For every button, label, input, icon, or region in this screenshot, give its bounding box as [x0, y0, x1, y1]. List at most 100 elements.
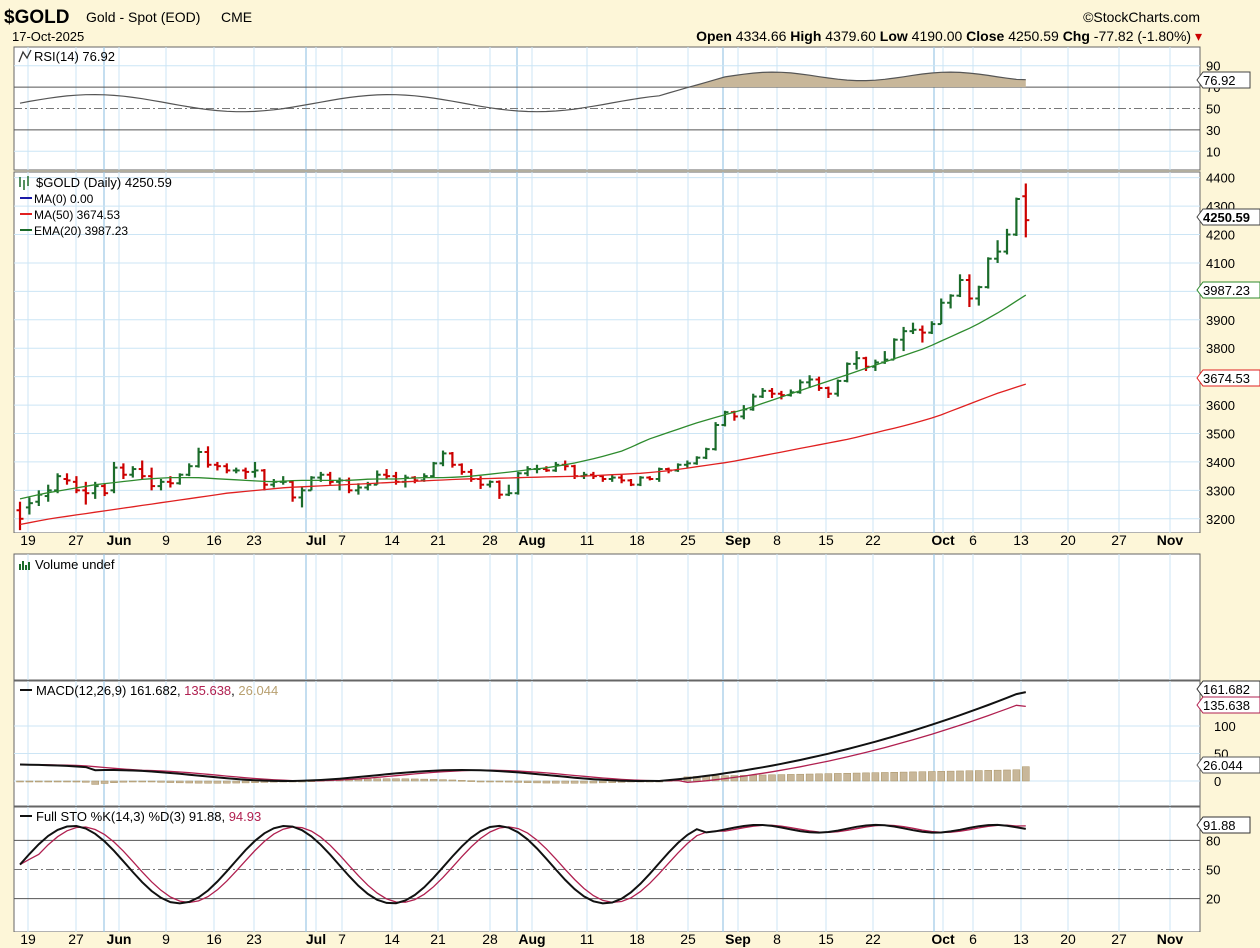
- macd-hist-bar: [881, 772, 889, 782]
- value-tags: 76.92 4250.59 3987.23 3674.53 161.682 13…: [1196, 71, 1260, 834]
- ohlc-bar: [54, 473, 62, 494]
- ohlc-bar: [759, 388, 767, 398]
- macd-hist-bar: [411, 778, 419, 782]
- macd-hist-bar: [185, 780, 193, 784]
- ohlc-bar: [138, 460, 146, 479]
- low-value: 4190.00: [912, 28, 963, 44]
- ema20-line: [19, 294, 1027, 500]
- sto-legend: Full STO %K(14,3) %D(3) 91.88, 94.93: [36, 809, 261, 824]
- ohlc-bar: [683, 460, 691, 468]
- macd-hist-bar: [82, 780, 90, 783]
- price-tick-label: 3800: [1206, 341, 1235, 356]
- svg-text:135.638: 135.638: [1203, 698, 1250, 713]
- macd-hist-bar: [486, 780, 494, 783]
- sto-legend-text: Full STO %K(14,3) %D(3) 91.88, 94.93: [36, 809, 261, 824]
- rsi-legend: RSI(14) 76.92: [34, 49, 115, 64]
- macd-hist-bar: [35, 780, 43, 783]
- macd-hist-bar: [223, 780, 231, 784]
- ohlc-bar: [956, 274, 964, 298]
- macd-hist-bar: [533, 780, 541, 784]
- macd-tick-label: 0: [1214, 774, 1221, 789]
- macd-hist-bar: [975, 770, 983, 782]
- signal-last-tag: 135.638: [1196, 696, 1260, 714]
- macd-hist-bar: [890, 772, 898, 782]
- macd-hist-bar: [956, 770, 964, 782]
- macd-hist-bar: [570, 780, 579, 784]
- chart-date: 17-Oct-2025: [12, 29, 84, 44]
- x-axis-label: 27: [68, 931, 84, 947]
- symbol-title: $GOLD: [4, 7, 69, 28]
- x-axis-label: 27: [1111, 931, 1127, 947]
- x-axis-label: Jun: [107, 532, 132, 548]
- ohlc-bar: [289, 480, 297, 502]
- sto-last-tag: 91.88: [1196, 816, 1251, 834]
- macd-hist-bar: [768, 774, 776, 782]
- ohlc-bar: [777, 390, 785, 400]
- brand-logo: ©StockCharts.com: [1083, 9, 1200, 25]
- x-axis-label: 13: [1013, 931, 1029, 947]
- macd-hist-bar: [100, 780, 109, 784]
- macd-hist-bar: [420, 778, 428, 782]
- ohlc-bar: [204, 446, 212, 468]
- ohlc-bar: [495, 480, 503, 499]
- macd-hist-bar: [749, 774, 757, 782]
- x-axis-label: 15: [818, 532, 834, 548]
- macd-hist-bar: [899, 771, 908, 782]
- rsi-tick-label: 90: [1206, 59, 1220, 74]
- macd-hist-bar: [871, 772, 880, 782]
- vol-panel: [13, 553, 1201, 681]
- macd-hist-bar: [918, 771, 927, 782]
- price-tick-label: 3300: [1206, 483, 1235, 498]
- ohlc-bar: [195, 447, 203, 468]
- ohlc-bar: [646, 476, 654, 481]
- price-last-tag: 4250.59: [1196, 208, 1260, 226]
- macd-hist-bar: [796, 773, 804, 782]
- macd-hist-bar: [204, 780, 212, 784]
- volume-legend: Volume undef: [35, 557, 115, 572]
- x-axis-label: Oct: [931, 532, 955, 548]
- ohlc-bar: [608, 474, 616, 482]
- macd-legend: MACD(12,26,9) 161.682, 135.638, 26.044: [36, 683, 278, 698]
- low-label: Low: [880, 28, 908, 44]
- ohlc-bar: [853, 351, 861, 370]
- ohlc-bar: [712, 422, 720, 451]
- ohlc-bar: [119, 463, 127, 479]
- macd-hist-bar: [241, 780, 250, 784]
- macd-hist-bar: [561, 780, 569, 784]
- svg-text:4250.59: 4250.59: [1203, 210, 1250, 225]
- macd-hist-bar: [373, 778, 381, 782]
- x-axis-label: 23: [246, 931, 262, 947]
- macd-hist-bar: [439, 779, 447, 782]
- macd-hist-bar: [993, 769, 1002, 782]
- macd-hist-bar: [448, 779, 457, 782]
- macd-hist-bar: [787, 774, 795, 782]
- macd-hist-bar: [72, 780, 81, 783]
- ohlc-summary: Open 4334.66 High 4379.60 Low 4190.00 Cl…: [696, 28, 1202, 44]
- x-axis-label: 20: [1060, 931, 1076, 947]
- price-tick-label: 3500: [1206, 427, 1235, 442]
- ohlc-bar: [599, 474, 607, 482]
- macd-hist-bar: [777, 774, 786, 782]
- rsi-tick-label: 30: [1206, 123, 1220, 138]
- macd-hist-bar: [505, 780, 513, 783]
- ohlc-bar: [439, 450, 447, 467]
- x-axis-label: 21: [430, 931, 446, 947]
- ohlc-bar: [176, 473, 184, 485]
- x-axis-label: 7: [338, 931, 346, 947]
- x-axis-label: 8: [773, 931, 781, 947]
- macd-hist-bar: [523, 780, 532, 783]
- macd-hist-bar: [129, 780, 137, 783]
- ohlc-bar: [326, 471, 334, 485]
- macd-tick-label: 100: [1214, 719, 1236, 734]
- ohlc-bar: [627, 478, 635, 487]
- rsi-overbought-fill: [20, 72, 1026, 88]
- ohlc-bar: [458, 463, 466, 475]
- ma0-legend: MA(0) 0.00: [34, 192, 94, 206]
- macd-hist-bar: [843, 772, 851, 782]
- ohlc-bar: [636, 476, 644, 487]
- ohlc-bar: [430, 461, 438, 478]
- macd-hist-bar: [599, 780, 607, 784]
- ohlc-bar: [63, 473, 71, 485]
- svg-text:3674.53: 3674.53: [1203, 371, 1250, 386]
- ohlc-bar: [260, 469, 268, 491]
